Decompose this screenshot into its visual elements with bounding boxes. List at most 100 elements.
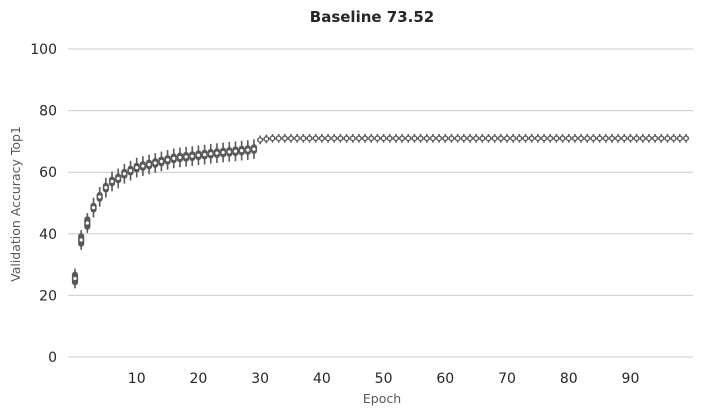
violin-median (672, 136, 676, 140)
violin-median (443, 136, 447, 140)
violin-median (351, 136, 355, 140)
violin-median (209, 152, 213, 156)
violin-median (530, 136, 534, 140)
violin-median (604, 136, 608, 140)
violin-median (283, 136, 287, 140)
violin-median (474, 136, 478, 140)
violin-median (153, 161, 157, 165)
violin-median (462, 136, 466, 140)
violin-median (289, 136, 293, 140)
violin-median (579, 136, 583, 140)
violin-median (252, 147, 256, 151)
violin-median (159, 159, 164, 164)
y-tick-label: 80 (39, 104, 57, 120)
violin-median (172, 156, 176, 160)
violin-median (388, 136, 392, 140)
y-tick-label: 60 (39, 165, 57, 181)
violins (71, 134, 690, 289)
chart-title: Baseline 73.52 (310, 8, 434, 26)
violin-median (456, 136, 460, 140)
violin-median (215, 151, 219, 155)
violin-median (517, 136, 521, 140)
violin-median (647, 136, 651, 140)
x-tick-label: 60 (436, 371, 454, 387)
violin-median (258, 138, 262, 142)
violin-median (196, 153, 201, 157)
violin-median (548, 136, 552, 140)
violin-median (135, 165, 139, 170)
violin-median (147, 162, 151, 167)
violin-median (499, 136, 503, 140)
violin-median (437, 136, 441, 140)
violin-median (326, 136, 330, 140)
violin-median (270, 136, 275, 140)
violin-median (116, 176, 120, 180)
violin-median (554, 136, 558, 140)
violin-median (190, 154, 194, 158)
violin-median (616, 136, 620, 140)
violin-median (425, 136, 429, 140)
violin-median (653, 136, 657, 140)
violin-median (332, 136, 336, 140)
violin-median (468, 136, 472, 140)
y-axis-label: Validation Accuracy Top1 (8, 126, 23, 282)
violin-median (486, 136, 491, 140)
violin-median (542, 136, 546, 140)
violin-median (597, 136, 602, 140)
violin-median (449, 136, 454, 140)
violin-median (301, 136, 305, 140)
violin-median (493, 136, 497, 140)
violin-median (122, 172, 126, 176)
y-axis: 0 20 40 60 80 100 (30, 42, 57, 366)
violin-median (573, 136, 577, 140)
x-tick-label: 50 (375, 371, 393, 387)
violin-median (641, 136, 645, 140)
violin-median (412, 136, 417, 140)
violin-median (591, 136, 596, 140)
violin-median (659, 136, 663, 140)
x-tick-label: 40 (313, 371, 331, 387)
violin-median (628, 136, 633, 140)
violin-median (610, 136, 614, 140)
violin-median (178, 155, 182, 160)
x-axis: 10 20 30 40 50 60 70 80 90 (128, 371, 640, 387)
violin-median (536, 136, 540, 140)
violin-median (104, 186, 108, 190)
violin-median (141, 164, 145, 168)
violin-median (363, 136, 367, 140)
violin-median (227, 150, 231, 154)
x-axis-label: Epoch (363, 391, 401, 406)
y-tick-label: 20 (39, 288, 57, 304)
violin-median (320, 136, 324, 140)
violin-median (400, 136, 404, 140)
violin-median (91, 206, 96, 210)
violin-median (511, 136, 515, 140)
violin-median (233, 149, 238, 153)
violin-median (585, 136, 589, 140)
violin-median (73, 276, 77, 281)
x-tick-label: 10 (128, 371, 146, 387)
violin-median (567, 136, 571, 140)
violin-median (85, 221, 89, 225)
violin-median (264, 137, 268, 141)
violin-median (98, 195, 102, 199)
x-tick-label: 20 (190, 371, 208, 387)
x-tick-label: 80 (560, 371, 578, 387)
violin-median (419, 136, 423, 140)
violin-median (110, 179, 114, 184)
violin-median (295, 136, 299, 140)
violin-median (338, 136, 342, 140)
grid (68, 48, 693, 358)
violin-median (665, 136, 670, 140)
violin-median (344, 136, 349, 140)
violin-median (375, 136, 380, 140)
violin-median (505, 136, 509, 140)
violin-median (622, 136, 626, 140)
violin-median (678, 136, 682, 140)
violin-median (523, 136, 528, 140)
violin-median (381, 136, 386, 140)
violin-median (314, 136, 318, 140)
violin-median (480, 136, 484, 140)
violin-median (406, 136, 410, 140)
violin-median (369, 136, 373, 140)
